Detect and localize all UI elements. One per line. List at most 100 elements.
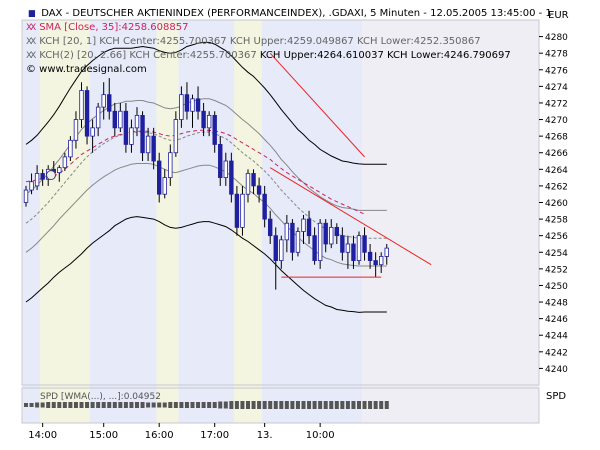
- spd-bar: [284, 401, 289, 409]
- candle-body: [184, 94, 190, 112]
- candle-body: [351, 243, 356, 261]
- y-tick-label: 4244: [545, 332, 568, 342]
- candle-body: [151, 135, 156, 162]
- x-tick-label: 10:00: [306, 430, 335, 441]
- y-tick-label: 4248: [545, 299, 568, 309]
- candle-body: [195, 98, 201, 112]
- spd-bar: [207, 402, 212, 408]
- kch2-legend-icon: XX: [26, 51, 36, 61]
- spd-bar: [246, 401, 250, 409]
- spd-bar: [345, 401, 350, 409]
- session-zone: [39, 20, 90, 423]
- spd-axis-label: SPD: [546, 391, 567, 402]
- spd-label: SPD [WMA(...), ...]:0.04952: [40, 392, 161, 402]
- spd-bar: [301, 401, 306, 409]
- spd-bar: [223, 401, 228, 409]
- candle-body: [229, 160, 234, 195]
- candle-legend-icon: ▮▮: [28, 9, 36, 19]
- candle-body: [68, 139, 73, 158]
- spd-bar: [340, 401, 345, 409]
- candle-body: [329, 226, 334, 245]
- kch2-upper-line: [25, 41, 387, 165]
- y-tick-label: 4280: [545, 33, 568, 43]
- x-tick-label: 17:00: [200, 430, 229, 441]
- spd-bar: [123, 402, 128, 408]
- candle-body: [162, 177, 167, 195]
- spd-bar: [351, 401, 356, 409]
- spd-bar: [96, 402, 101, 408]
- candle-body: [95, 106, 101, 129]
- candle-body: [312, 235, 317, 261]
- candle-body: [29, 181, 34, 191]
- spd-bar: [379, 401, 384, 409]
- y-tick-label: 4240: [545, 365, 568, 375]
- candle-body: [134, 114, 140, 129]
- header-line-kch2: XX KCH(2) [20, 2.66] KCH Center:4255.700…: [26, 50, 511, 62]
- candle-body: [251, 173, 256, 187]
- candle-body: [356, 235, 362, 261]
- spd-bar: [129, 402, 134, 408]
- currency-label: EUR: [548, 10, 569, 21]
- spd-bar: [373, 401, 378, 409]
- spd-bar: [24, 403, 28, 407]
- spd-bar: [190, 402, 195, 408]
- y-tick-label: 4260: [545, 199, 568, 209]
- candle-body: [168, 152, 173, 179]
- spd-bar: [51, 402, 56, 408]
- sma-line: [25, 129, 365, 215]
- x-tick-label: 15:00: [89, 430, 118, 441]
- y-tick-label: 4254: [545, 249, 568, 259]
- candle-body: [378, 256, 384, 266]
- candle-body: [79, 90, 84, 120]
- candle-body: [362, 235, 367, 253]
- spd-bar: [57, 402, 62, 408]
- candle-body: [290, 222, 295, 253]
- spd-bar: [68, 402, 73, 408]
- kch-lower-line: [25, 163, 387, 267]
- spd-bar: [307, 401, 312, 409]
- session-zone: [156, 20, 179, 423]
- candle-body: [284, 222, 290, 241]
- spd-bar: [384, 401, 389, 409]
- y-tick-label: 4242: [545, 348, 568, 358]
- spd-bar: [279, 401, 284, 409]
- spd-bar: [29, 403, 34, 407]
- spd-bar: [196, 402, 201, 408]
- session-zone: [89, 20, 157, 423]
- spd-bar: [201, 402, 206, 408]
- spd-bar: [179, 402, 184, 408]
- spd-bar: [184, 402, 189, 408]
- instrument-title: DAX - DEUTSCHER AKTIENINDEX (PERFORMANCE…: [41, 8, 552, 19]
- spd-bar: [362, 401, 367, 409]
- spd-bar: [85, 402, 90, 408]
- spd-bar: [262, 401, 267, 409]
- spd-bar: [140, 402, 145, 408]
- spd-bar: [118, 402, 123, 408]
- spd-bar: [234, 401, 239, 409]
- candle-body: [334, 226, 339, 237]
- spd-bar: [329, 401, 334, 409]
- source-credit: © www.tradesignal.com: [26, 64, 147, 75]
- spd-bar: [257, 401, 262, 409]
- candle-body: [218, 144, 223, 179]
- candle-body: [40, 173, 45, 180]
- y-tick-label: 4274: [545, 83, 568, 93]
- spd-bar: [229, 401, 234, 409]
- candle-body: [245, 173, 251, 195]
- candle-body: [240, 193, 245, 228]
- y-tick-label: 4268: [545, 133, 568, 143]
- spd-bar: [112, 402, 117, 408]
- y-tick-label: 4264: [545, 166, 568, 176]
- x-tick-label: 14:00: [28, 430, 57, 441]
- kch2-lower-line: [25, 216, 387, 313]
- candle-body: [129, 127, 134, 145]
- spd-bar: [312, 401, 317, 409]
- candle-body: [201, 110, 206, 129]
- spd-bar: [251, 401, 256, 409]
- sma-legend-text: SMA [Close, 35]:4258.608857: [39, 22, 189, 33]
- spd-bar: [357, 401, 361, 409]
- marker-circle: [46, 170, 56, 181]
- candle-body: [84, 90, 90, 137]
